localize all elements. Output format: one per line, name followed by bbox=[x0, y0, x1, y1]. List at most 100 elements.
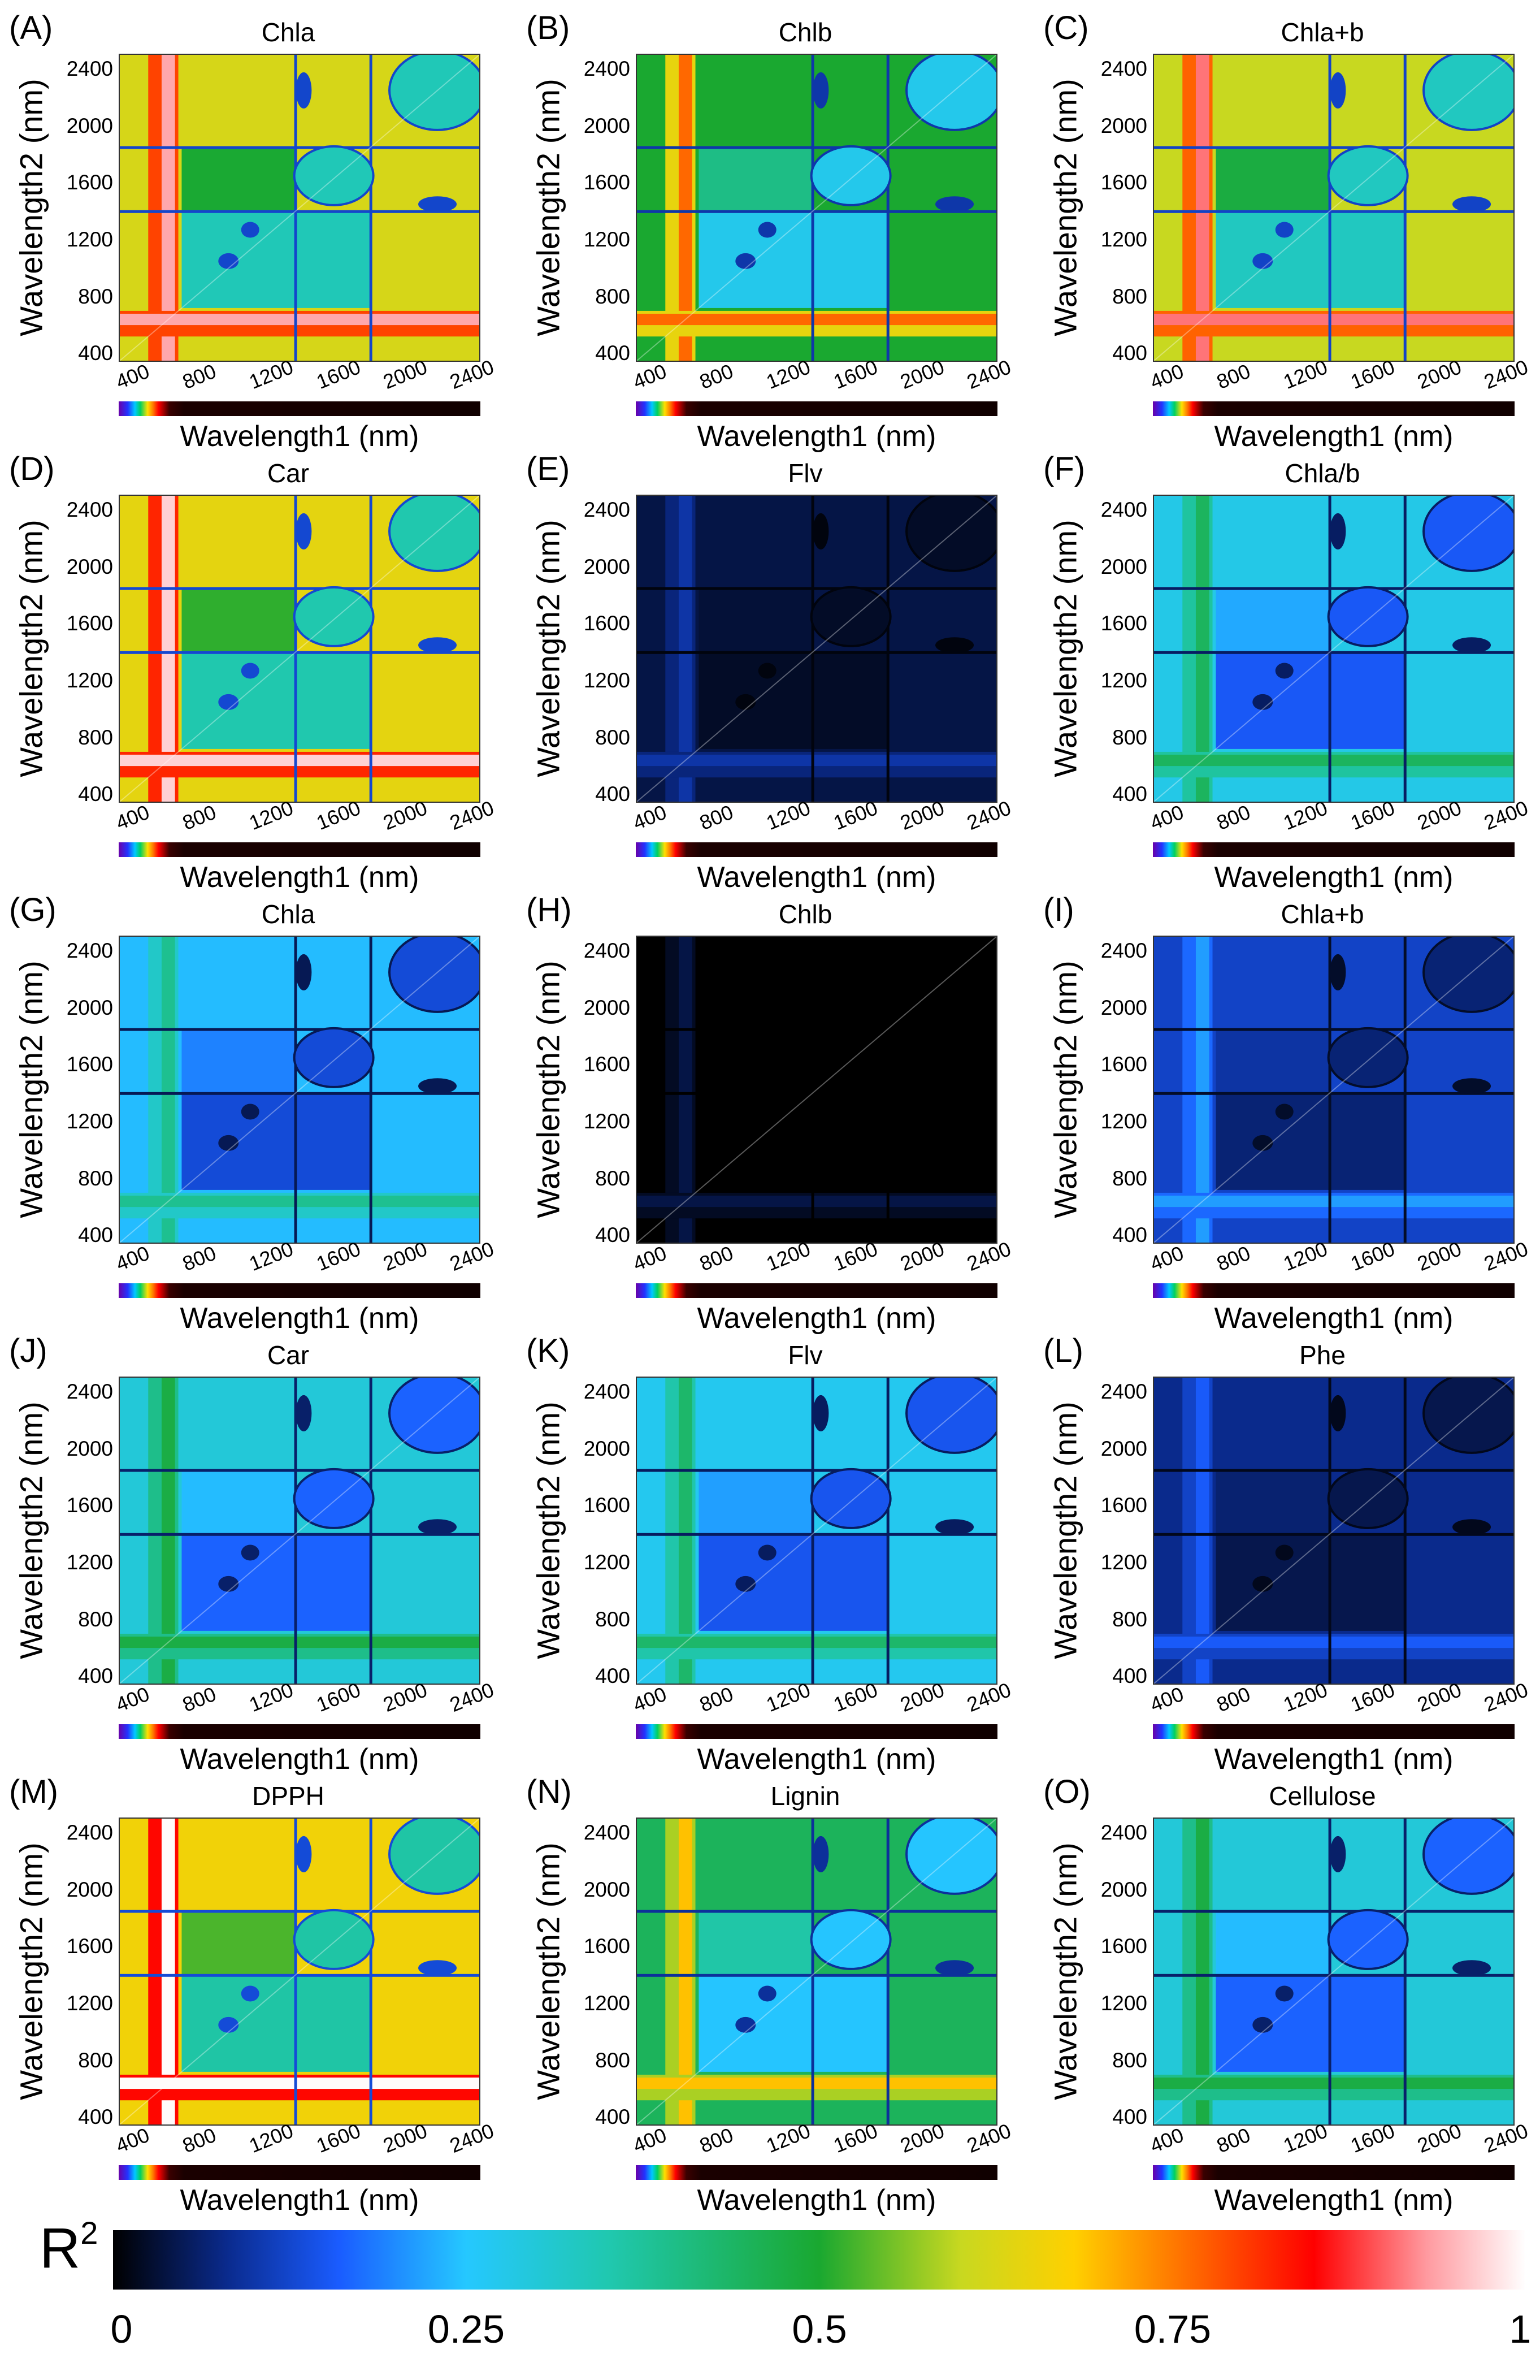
absorption-line-horizontal bbox=[637, 1469, 996, 1472]
absorption-line-vertical bbox=[294, 1378, 297, 1684]
dark-spot bbox=[296, 1836, 312, 1872]
absorption-line-vertical bbox=[811, 937, 814, 1243]
mid-r2-block bbox=[181, 1911, 296, 1975]
absorption-line-vertical bbox=[294, 496, 297, 802]
absorption-line-horizontal bbox=[637, 146, 996, 149]
spectrum-bar bbox=[636, 1283, 997, 1298]
dark-spot bbox=[1452, 1519, 1491, 1535]
heatmap-svg bbox=[1154, 1378, 1513, 1684]
enclosed-region bbox=[810, 145, 892, 206]
red-edge-band-horizontal bbox=[120, 2077, 479, 2089]
y-tick-label: 1200 bbox=[1100, 1992, 1147, 2015]
red-edge-band-horizontal bbox=[637, 2077, 996, 2089]
red-edge-band-horizontal bbox=[120, 754, 479, 767]
mid-r2-block bbox=[181, 147, 296, 211]
panel-letter: (I) bbox=[1043, 892, 1074, 928]
y-tick-label: 2000 bbox=[1100, 996, 1147, 1019]
low-r2-block bbox=[1216, 1975, 1405, 2072]
x-tick-label: 800 bbox=[179, 359, 220, 394]
heatmap-svg bbox=[637, 55, 996, 361]
enclosed-region bbox=[1327, 586, 1409, 647]
low-r2-block bbox=[181, 652, 371, 749]
absorption-line-vertical bbox=[1328, 496, 1331, 802]
absorption-line-vertical bbox=[811, 1378, 814, 1684]
red-edge-band-vertical bbox=[1195, 55, 1209, 361]
y-tick-label: 1600 bbox=[583, 1053, 630, 1076]
dark-spot bbox=[758, 222, 776, 238]
enclosed-region bbox=[1327, 1027, 1409, 1088]
y-tick-label: 2000 bbox=[583, 1436, 630, 1460]
spectrum-bar bbox=[119, 2165, 480, 2180]
y-tick-label: 1200 bbox=[583, 1992, 630, 2015]
diagonal-line bbox=[637, 937, 996, 1243]
colorbar-title: R2 bbox=[40, 2215, 98, 2281]
chart-title: Chla/b bbox=[1285, 458, 1360, 488]
dark-spot bbox=[1275, 663, 1294, 679]
absorption-line-vertical bbox=[294, 937, 297, 1243]
spectrum-bar bbox=[636, 2165, 997, 2180]
absorption-line-horizontal bbox=[637, 1910, 996, 1913]
dark-spot bbox=[418, 1078, 457, 1094]
x-tick-label: 400 bbox=[629, 2123, 670, 2158]
x-tick-label: 400 bbox=[112, 800, 153, 835]
dark-spot bbox=[1252, 1135, 1273, 1151]
dark-spot bbox=[813, 1395, 829, 1431]
y-tick-label: 2400 bbox=[1100, 1380, 1147, 1404]
enclosed-region bbox=[1327, 1468, 1409, 1529]
x-tick-label: 400 bbox=[1146, 1241, 1187, 1276]
y-tick-label: 800 bbox=[78, 725, 113, 749]
panel-letter: (B) bbox=[526, 10, 570, 46]
heatmap-plot bbox=[119, 54, 480, 362]
dark-spot bbox=[296, 954, 312, 990]
heatmap-svg bbox=[120, 937, 479, 1243]
y-tick-label: 2000 bbox=[66, 1877, 113, 1901]
diagonal-line bbox=[120, 55, 479, 361]
absorption-line-horizontal bbox=[120, 1974, 479, 1977]
y-tick-label: 800 bbox=[595, 2048, 630, 2072]
panel-letter: (N) bbox=[526, 1773, 572, 1810]
dark-spot bbox=[218, 253, 239, 269]
corner-feature bbox=[905, 1819, 996, 1895]
y-tick-label: 2400 bbox=[1100, 939, 1147, 963]
absorption-line-horizontal bbox=[120, 1533, 479, 1536]
absorption-line-vertical bbox=[811, 496, 814, 802]
absorption-line-horizontal bbox=[1154, 587, 1513, 590]
dark-spot bbox=[1330, 72, 1346, 109]
low-r2-block bbox=[699, 1534, 888, 1631]
dark-spot bbox=[758, 663, 776, 679]
heatmap-svg bbox=[120, 496, 479, 802]
corner-feature bbox=[1422, 1378, 1513, 1454]
dark-spot bbox=[735, 2016, 756, 2033]
heatmap-svg bbox=[1154, 937, 1513, 1243]
x-axis-label: Wavelength1 (nm) bbox=[697, 1302, 936, 1335]
heatmap-plot bbox=[1153, 1818, 1515, 2126]
heatmap-plot bbox=[1153, 1377, 1515, 1685]
enclosed-region bbox=[1327, 1909, 1409, 1970]
heatmap-svg bbox=[1154, 55, 1513, 361]
dark-spot bbox=[1275, 1544, 1294, 1561]
y-tick-label: 2400 bbox=[1100, 57, 1147, 81]
y-tick-label: 2000 bbox=[66, 1436, 113, 1460]
red-edge-band-vertical bbox=[678, 937, 692, 1243]
absorption-line-vertical bbox=[294, 1819, 297, 2124]
mid-r2-block bbox=[1216, 588, 1330, 652]
mid-r2-block bbox=[699, 1911, 813, 1975]
x-tick-label: 800 bbox=[1213, 2123, 1254, 2158]
panel-letter: (A) bbox=[9, 10, 53, 46]
absorption-line-horizontal bbox=[1154, 1028, 1513, 1031]
corner-feature bbox=[905, 937, 996, 1013]
y-tick-label: 1200 bbox=[583, 1551, 630, 1574]
red-edge-band-vertical bbox=[161, 937, 175, 1243]
heatmap-plot bbox=[119, 495, 480, 803]
corner-feature bbox=[1422, 1819, 1513, 1895]
y-tick-label: 1200 bbox=[66, 228, 113, 252]
y-tick-label: 2400 bbox=[583, 1380, 630, 1404]
panel-letter: (G) bbox=[9, 892, 57, 928]
y-tick-label: 2000 bbox=[1100, 555, 1147, 578]
chart-title: Chla+b bbox=[1281, 18, 1364, 47]
dark-spot bbox=[735, 1135, 756, 1151]
red-edge-band-vertical bbox=[1195, 1819, 1209, 2124]
spectrum-bar bbox=[1153, 401, 1515, 416]
diagonal-line bbox=[637, 1819, 996, 2124]
dark-spot bbox=[1330, 954, 1346, 990]
